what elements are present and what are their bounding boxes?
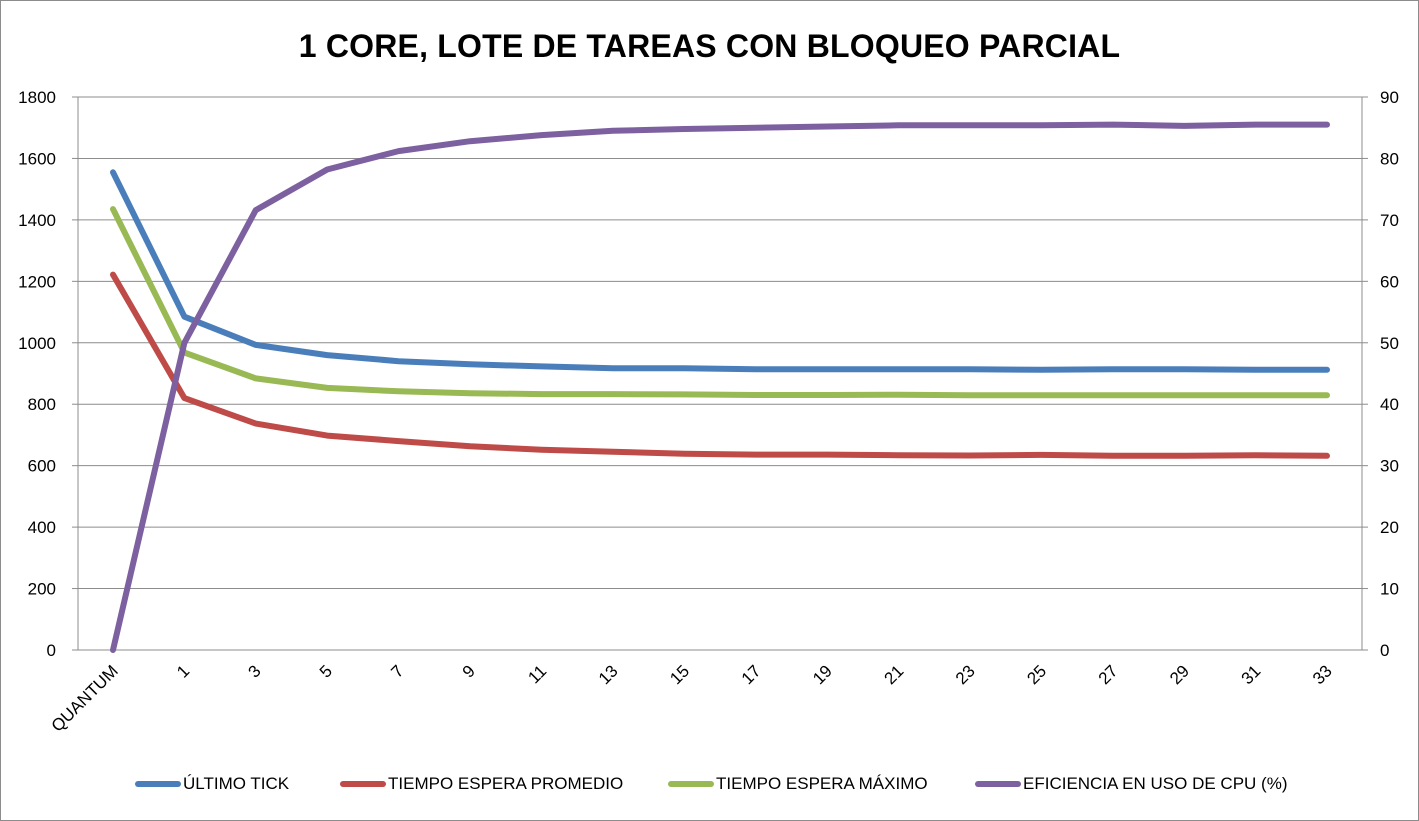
legend-swatch bbox=[975, 781, 1021, 787]
legend-label: TIEMPO ESPERA PROMEDIO bbox=[388, 774, 624, 793]
y-tick-label: 1200 bbox=[18, 272, 56, 291]
y2-tick-label: 90 bbox=[1380, 88, 1399, 107]
legend-item: TIEMPO ESPERA MÁXIMO bbox=[668, 772, 928, 796]
legend: ÚLTIMO TICK TIEMPO ESPERA PROMEDIO TIEMPO … bbox=[0, 772, 1419, 798]
line-chart: 0 200 400 600 800 1000 1200 1400 1600 1800 0 10 20 30… bbox=[18, 88, 1399, 736]
y-tick-label: 600 bbox=[28, 457, 56, 476]
x-tick-label: 19 bbox=[809, 661, 836, 688]
x-tick-label: 21 bbox=[881, 661, 908, 688]
x-tick-label: 33 bbox=[1309, 661, 1336, 688]
y2-tick-label: 40 bbox=[1380, 395, 1399, 414]
y2-tick-label: 30 bbox=[1380, 457, 1399, 476]
y2-tick-label: 60 bbox=[1380, 272, 1399, 291]
y2-tick-label: 0 bbox=[1380, 641, 1389, 660]
legend-swatch bbox=[668, 781, 714, 787]
y-tick-label: 800 bbox=[28, 395, 56, 414]
x-tick-label: 27 bbox=[1095, 661, 1122, 688]
y2-tick-label: 70 bbox=[1380, 211, 1399, 230]
x-tick-label: 9 bbox=[459, 661, 479, 681]
series-line-2 bbox=[110, 206, 1330, 399]
legend-label: EFICIENCIA EN USO DE CPU (%) bbox=[1023, 774, 1288, 793]
x-tick-label: 31 bbox=[1238, 661, 1265, 688]
x-tick-label: 29 bbox=[1166, 661, 1193, 688]
chart-title: 1 CORE, LOTE DE TAREAS CON BLOQUEO PARCI… bbox=[298, 28, 1121, 64]
y2-tick-label: 80 bbox=[1380, 149, 1399, 168]
legend-label: TIEMPO ESPERA MÁXIMO bbox=[716, 774, 928, 793]
legend-swatch bbox=[135, 781, 181, 787]
legend-item: ÚLTIMO TICK bbox=[135, 772, 289, 796]
gridlines bbox=[78, 96, 1362, 651]
axes bbox=[72, 96, 1368, 651]
y2-tick-label: 10 bbox=[1380, 580, 1399, 599]
legend-swatch bbox=[340, 781, 386, 787]
x-tick-label: 3 bbox=[245, 661, 265, 681]
series-line-1 bbox=[110, 271, 1330, 459]
y-tick-label: 200 bbox=[28, 580, 56, 599]
y-tick-label: 400 bbox=[28, 518, 56, 537]
legend-item: EFICIENCIA EN USO DE CPU (%) bbox=[975, 772, 1287, 796]
y2-tick-label: 50 bbox=[1380, 334, 1399, 353]
y-tick-label: 0 bbox=[47, 641, 56, 660]
x-tick-label: 13 bbox=[595, 661, 622, 688]
series-lines bbox=[110, 121, 1330, 653]
x-tick-label: 5 bbox=[316, 661, 336, 681]
y-tick-label: 1800 bbox=[18, 88, 56, 107]
y-tick-label: 1000 bbox=[18, 334, 56, 353]
x-tick-label: 7 bbox=[387, 661, 407, 681]
x-tick-label: 23 bbox=[952, 661, 979, 688]
series-line-0 bbox=[110, 169, 1330, 373]
x-tick-label: 25 bbox=[1023, 661, 1050, 688]
y-tick-label: 1400 bbox=[18, 211, 56, 230]
x-tick-label: 1 bbox=[173, 661, 193, 681]
x-tick-label: 17 bbox=[738, 661, 765, 688]
legend-label: ÚLTIMO TICK bbox=[183, 774, 290, 793]
x-tick-label: QUANTUM bbox=[48, 661, 122, 735]
legend-item: TIEMPO ESPERA PROMEDIO bbox=[340, 772, 623, 796]
x-tick-label: 15 bbox=[666, 661, 693, 688]
y-tick-label: 1600 bbox=[18, 149, 56, 168]
series-line-3 bbox=[110, 121, 1330, 653]
y2-tick-label: 20 bbox=[1380, 518, 1399, 537]
x-tick-label: 11 bbox=[524, 661, 550, 687]
